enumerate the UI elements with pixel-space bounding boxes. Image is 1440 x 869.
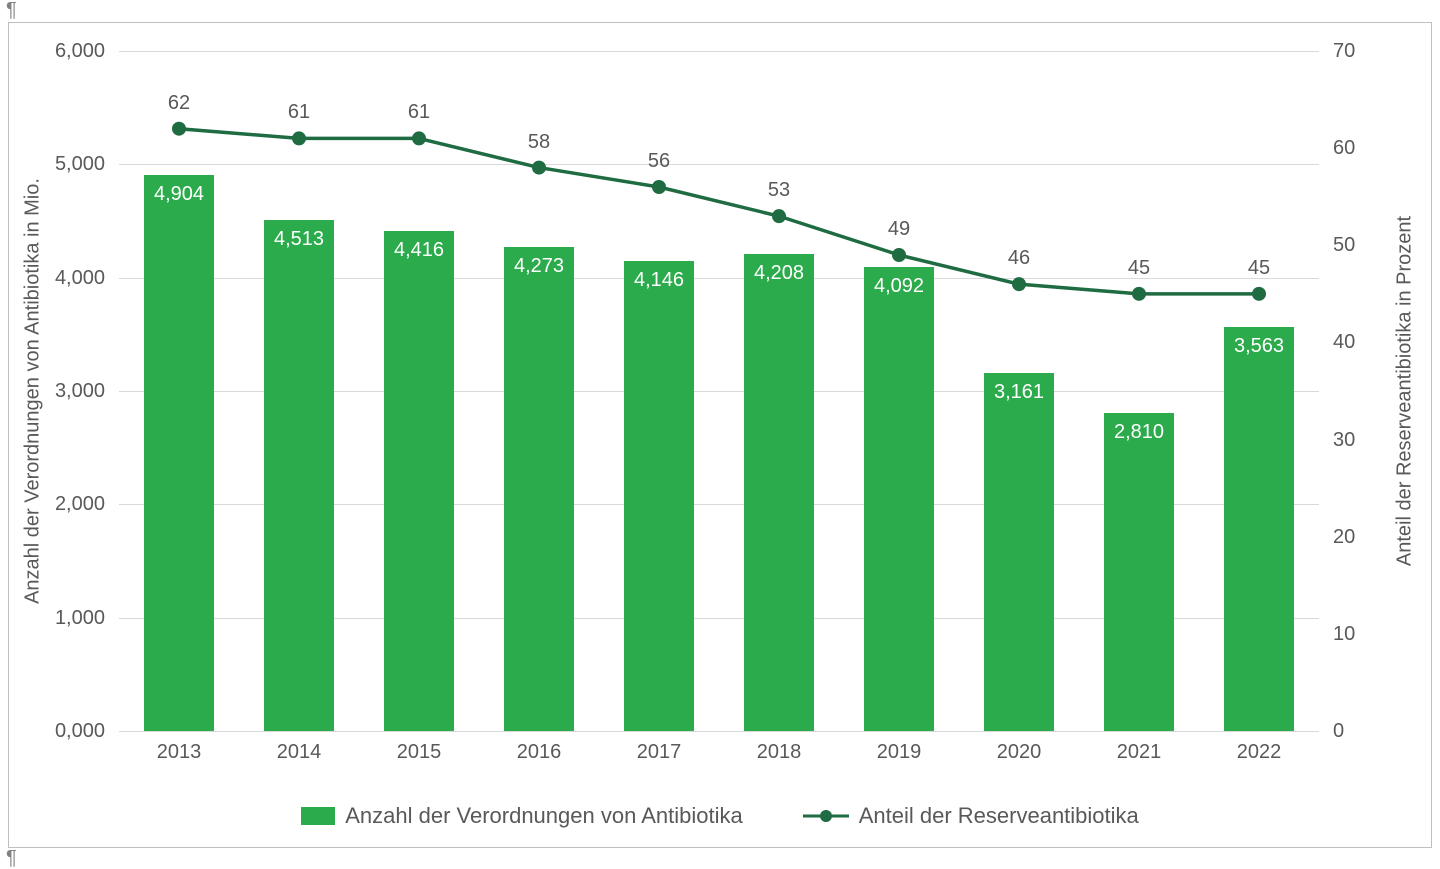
y-left-tick-label: 1,000 [45, 608, 105, 628]
x-tick-label: 2013 [157, 741, 202, 764]
legend-entry-bars: Anzahl der Verordnungen von Antibiotika [301, 803, 743, 829]
y-left-tick-label: 3,000 [45, 381, 105, 401]
legend-swatch-bar [301, 807, 335, 825]
y-right-tick-label: 30 [1333, 430, 1355, 450]
line-marker [532, 161, 546, 175]
line-series-layer [119, 51, 1319, 731]
paragraph-mark-top: ¶ [6, 0, 1440, 20]
legend-label: Anteil der Reserveantibiotika [859, 803, 1139, 829]
chart-frame: Anzahl der Verordnungen von Antibiotika … [8, 22, 1432, 848]
y-left-tick-label: 2,000 [45, 494, 105, 514]
legend-label: Anzahl der Verordnungen von Antibiotika [345, 803, 743, 829]
y-right-tick-label: 60 [1333, 138, 1355, 158]
y-right-tick-label: 40 [1333, 332, 1355, 352]
line-marker [772, 209, 786, 223]
x-tick-label: 2021 [1117, 741, 1162, 764]
x-tick-label: 2022 [1237, 741, 1282, 764]
y-right-tick-label: 50 [1333, 235, 1355, 255]
line-marker [892, 248, 906, 262]
y-left-tick-label: 0,000 [45, 721, 105, 741]
x-tick-label: 2018 [757, 741, 802, 764]
gridline-baseline [119, 731, 1319, 732]
line-series-path [179, 129, 1259, 294]
chart-legend: Anzahl der Verordnungen von Antibiotika A… [9, 803, 1431, 829]
y-right-tick-label: 10 [1333, 624, 1355, 644]
line-marker [1012, 277, 1026, 291]
x-tick-label: 2016 [517, 741, 562, 764]
x-tick-label: 2015 [397, 741, 442, 764]
y-axis-left-title: Anzahl der Verordnungen von Antibiotika … [22, 178, 45, 604]
y-right-tick-label: 70 [1333, 41, 1355, 61]
x-tick-label: 2017 [637, 741, 682, 764]
y-axis-right-title: Anteil der Reserveantibiotika in Prozent [1394, 216, 1417, 566]
paragraph-mark-bottom: ¶ [6, 848, 1440, 868]
plot-area: 0,0001,0002,0003,0004,0005,0006,00001020… [119, 51, 1319, 731]
y-left-tick-label: 4,000 [45, 268, 105, 288]
y-right-tick-label: 0 [1333, 721, 1344, 741]
y-left-tick-label: 5,000 [45, 154, 105, 174]
legend-swatch-line [803, 807, 849, 825]
line-marker [1252, 287, 1266, 301]
x-tick-label: 2014 [277, 741, 322, 764]
x-tick-label: 2019 [877, 741, 922, 764]
y-left-tick-label: 6,000 [45, 41, 105, 61]
line-marker [292, 131, 306, 145]
line-marker [1132, 287, 1146, 301]
x-tick-label: 2020 [997, 741, 1042, 764]
line-marker [412, 131, 426, 145]
line-marker [652, 180, 666, 194]
legend-entry-line: Anteil der Reserveantibiotika [803, 803, 1139, 829]
line-marker [172, 122, 186, 136]
y-right-tick-label: 20 [1333, 527, 1355, 547]
